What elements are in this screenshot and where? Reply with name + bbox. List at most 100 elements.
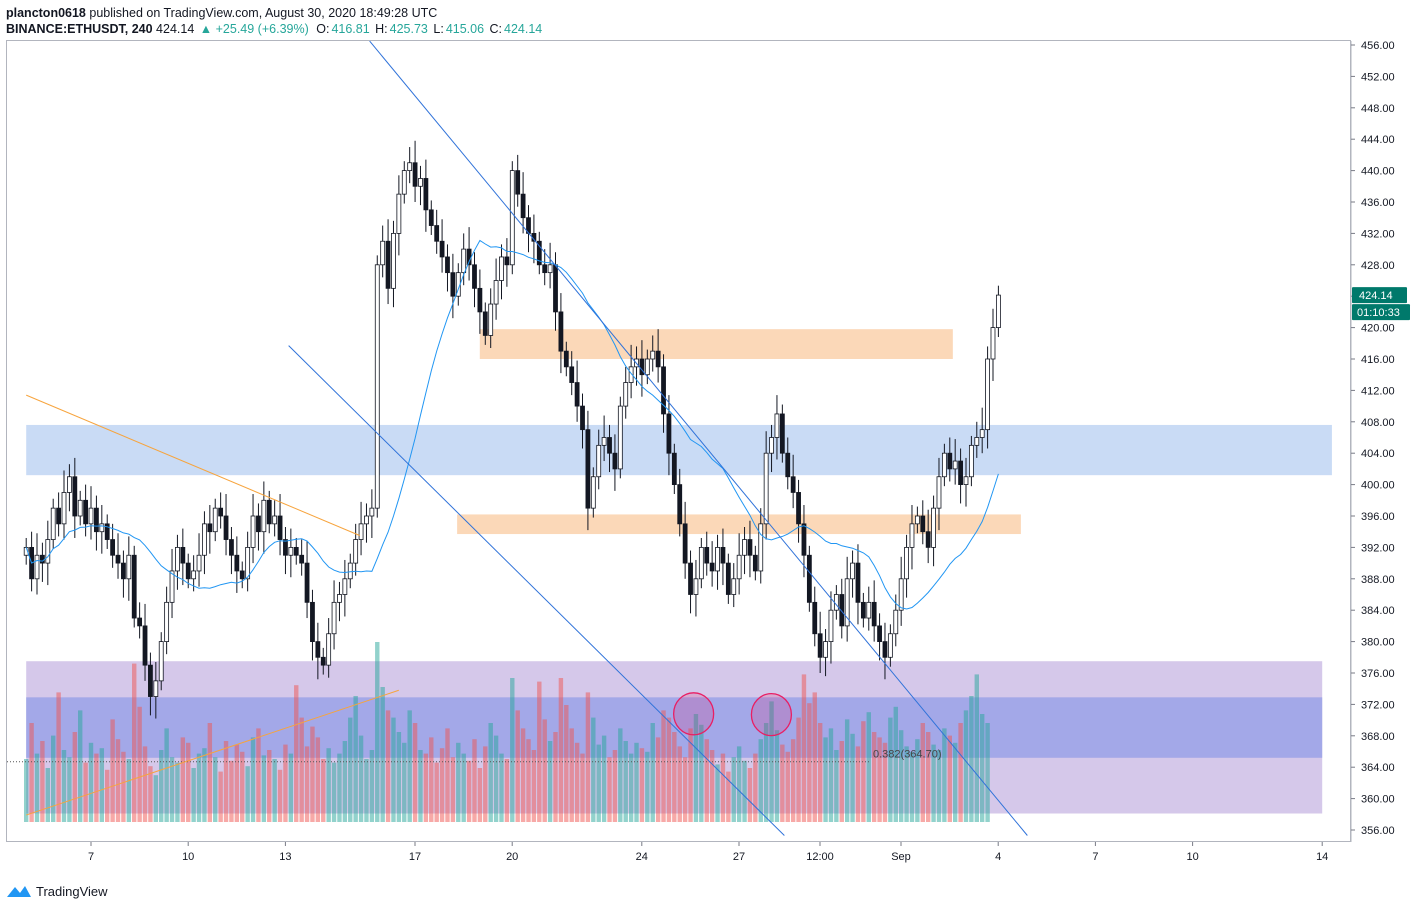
volume-bar (850, 733, 855, 822)
volume-bar (218, 771, 223, 822)
candle-body (288, 547, 294, 556)
candle-body (115, 554, 121, 564)
price-change: ▲ +25.49 (+6.39%) (199, 22, 309, 36)
volume-bar (223, 741, 229, 822)
candle-body (320, 656, 326, 666)
candle-body (920, 515, 926, 533)
last-price: 424.14 (156, 22, 195, 36)
candle-body (985, 358, 990, 431)
candle-body (752, 554, 758, 572)
volume-bar (515, 710, 520, 822)
symbol-label[interactable]: BINANCE:ETHUSDT, 240 (6, 22, 153, 36)
candle-body (785, 452, 791, 478)
volume-bar (342, 741, 348, 822)
candle-body (925, 531, 931, 548)
candle-body (77, 499, 83, 517)
author-name[interactable]: plancton0618 (6, 6, 86, 20)
candle-body (428, 209, 434, 226)
time-tick-label: 10 (182, 851, 194, 863)
volume-bar (385, 710, 391, 822)
price-tick-label: 420.00 (1361, 323, 1395, 335)
candle-body (326, 633, 332, 666)
volume-bar (812, 692, 817, 822)
time-tick-label: 7 (88, 851, 94, 863)
price-tick-label: 404.00 (1361, 448, 1395, 460)
volume-bar (207, 723, 213, 822)
footer: TradingView (6, 883, 108, 899)
candle-body (509, 170, 515, 266)
candle-body (801, 523, 807, 556)
candle-body (342, 578, 348, 595)
price-tick-label: 388.00 (1361, 574, 1395, 586)
price-tick-label: 436.00 (1361, 197, 1395, 209)
volume-bar (969, 696, 974, 822)
volume-bar (402, 742, 407, 822)
candle-body (758, 523, 764, 572)
candle-body (148, 664, 153, 697)
candle-body (763, 452, 769, 525)
price-tick-label: 396.00 (1361, 511, 1395, 523)
volume-bar (375, 642, 380, 822)
price-tick-label: 400.00 (1361, 480, 1395, 492)
candle-body (839, 594, 845, 627)
candle-body (234, 554, 240, 572)
volume-bar (121, 751, 126, 822)
volume-bar (45, 768, 51, 822)
volume-bar (650, 723, 655, 822)
candle-body (769, 437, 774, 454)
volume-bar (283, 744, 288, 822)
candle-body (974, 437, 980, 446)
volume-bar (412, 723, 418, 822)
candle-body (590, 476, 596, 509)
volume-bar (294, 685, 299, 822)
volume-bar (574, 742, 580, 822)
candle-body (207, 523, 213, 533)
volume-bar (132, 663, 137, 822)
candle-body (823, 641, 828, 658)
volume-bar (310, 726, 315, 822)
volume-bar (747, 768, 753, 822)
candle-body (796, 492, 801, 525)
volume-bar (407, 710, 412, 822)
price-tick-label: 432.00 (1361, 228, 1395, 240)
ascending-trendline (26, 689, 399, 816)
candle-body (958, 460, 963, 485)
candle-body (887, 633, 893, 658)
tradingview-brand[interactable]: TradingView (36, 883, 108, 899)
volume-bar (277, 769, 283, 822)
candle-body (223, 515, 229, 540)
volume-bar (245, 766, 250, 822)
candle-body (968, 444, 974, 478)
candle-body (56, 507, 62, 525)
volume-bar (682, 757, 688, 822)
candle-body (596, 444, 602, 478)
candle-body (218, 507, 224, 517)
chart-header: plancton0618 published on TradingView.co… (6, 5, 544, 37)
volume-bar (807, 703, 812, 822)
price-tick-label: 392.00 (1361, 542, 1395, 554)
candle-body (347, 562, 353, 580)
candle-body (256, 515, 261, 533)
price-tick-label: 440.00 (1361, 166, 1395, 178)
candle-body (715, 547, 720, 572)
volume-bar (531, 750, 537, 822)
candle-body (310, 601, 315, 642)
volume-bar (337, 753, 342, 822)
volume-bar (839, 741, 844, 822)
volume-bar (380, 687, 385, 822)
candle-body (860, 601, 866, 619)
candle-body (990, 327, 996, 360)
volume-bar (666, 717, 672, 822)
candle-body (941, 452, 947, 478)
candle-body (747, 539, 753, 556)
candle-body (191, 570, 197, 580)
volume-bar (202, 748, 207, 822)
candle-body (893, 609, 899, 635)
price-tick-label: 364.00 (1361, 762, 1395, 774)
volume-bar (267, 750, 272, 822)
candle-body (358, 523, 364, 540)
candle-body (704, 547, 710, 564)
volume-bar (947, 735, 952, 822)
volume-bar (888, 717, 893, 822)
